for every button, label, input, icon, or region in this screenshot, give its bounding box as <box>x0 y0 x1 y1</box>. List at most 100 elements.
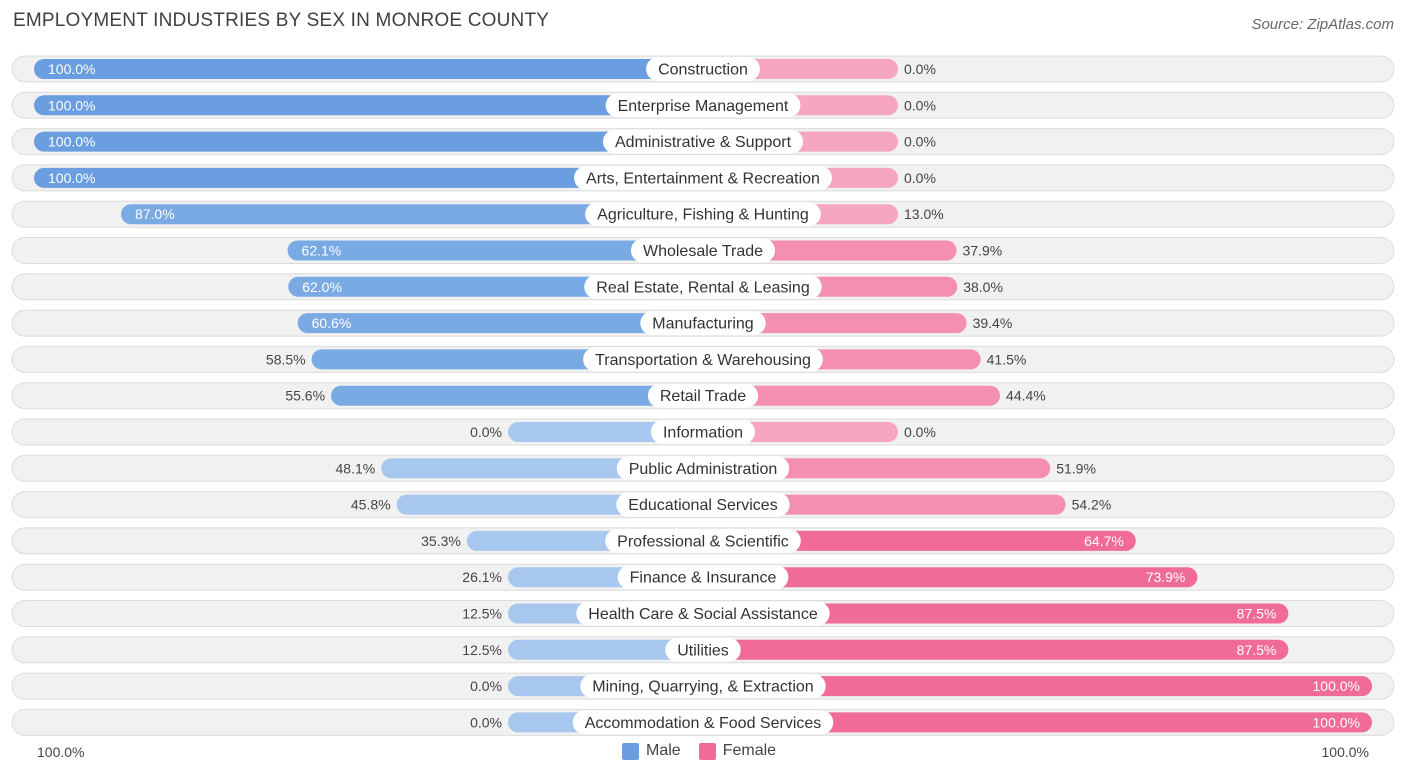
category-label: Educational Services <box>628 497 777 514</box>
male-bar <box>34 95 703 116</box>
female-value-label: 39.4% <box>973 315 1013 331</box>
female-value-label: 44.4% <box>1006 388 1046 404</box>
female-bar <box>703 603 1289 624</box>
chart-row: 60.6% 39.4% Manufacturing <box>11 309 1395 337</box>
category-label: Information <box>663 425 743 442</box>
category-label: Manufacturing <box>652 316 753 333</box>
category-pill <box>640 311 766 336</box>
male-value-label: 48.1% <box>336 460 376 476</box>
category-label: Finance & Insurance <box>630 570 777 587</box>
category-pill <box>583 347 823 372</box>
category-pill <box>646 57 760 81</box>
male-value-label: 60.6% <box>312 315 352 331</box>
male-bar <box>508 639 703 660</box>
chart-row: 100.0% 0.0% Administrative & Support <box>11 128 1395 156</box>
category-label: Agriculture, Fishing & Hunting <box>597 207 809 224</box>
male-value-label: 100.0% <box>48 61 95 77</box>
axis-left-label: 100.0% <box>37 744 85 760</box>
chart-row: 58.5% 41.5% Transportation & Warehousing <box>11 345 1395 373</box>
category-pill <box>630 238 776 263</box>
male-bar <box>120 204 704 225</box>
legend-swatch-female <box>698 742 716 760</box>
male-value-label: 100.0% <box>48 170 95 186</box>
chart-row: 62.0% 38.0% Real Estate, Rental & Leasing <box>11 273 1395 301</box>
category-label: Arts, Entertainment & Recreation <box>586 170 820 187</box>
chart-row: 55.6% 44.4% Retail Trade <box>11 382 1395 410</box>
female-value-label: 51.9% <box>1056 460 1096 476</box>
female-value-label: 87.5% <box>1237 642 1277 658</box>
category-pill <box>602 129 804 154</box>
male-bar <box>297 313 703 334</box>
male-bar <box>34 167 703 188</box>
category-pill <box>580 674 826 699</box>
category-label: Utilities <box>677 642 729 659</box>
female-bar <box>703 385 1001 406</box>
male-value-label: 0.0% <box>470 714 502 730</box>
category-pill <box>585 202 821 227</box>
chart-row: 100.0% 0.0% Arts, Entertainment & Recreati… <box>11 164 1395 192</box>
chart-row: 100.0% 0.0% Enterprise Management <box>11 91 1395 119</box>
chart-row: 0.0% 100.0% Mining, Quarrying, & Extractio… <box>11 672 1395 700</box>
male-value-label: 100.0% <box>48 134 95 150</box>
category-label: Enterprise Management <box>618 98 789 115</box>
male-value-label: 100.0% <box>48 97 95 113</box>
chart-row: 48.1% 51.9% Public Administration <box>11 454 1395 482</box>
male-value-label: 35.3% <box>421 533 461 549</box>
female-value-label: 54.2% <box>1072 497 1112 513</box>
legend-label-male: Male <box>646 742 681 759</box>
male-value-label: 26.1% <box>462 569 502 585</box>
category-label: Accommodation & Food Services <box>585 715 822 732</box>
male-value-label: 0.0% <box>470 678 502 694</box>
chart-row: 12.5% 87.5% Health Care & Social Assistanc… <box>11 600 1395 627</box>
chart-legend: Male Female <box>622 742 794 760</box>
male-bar <box>34 59 703 79</box>
category-pill <box>605 528 801 553</box>
chart-row: 62.1% 37.9% Wholesale Trade <box>11 237 1395 264</box>
female-bar <box>703 530 1136 551</box>
female-value-label: 41.5% <box>987 351 1027 367</box>
category-pill <box>574 165 832 190</box>
female-value-label: 0.0% <box>904 170 936 186</box>
category-pill <box>584 274 822 299</box>
category-pill <box>572 710 834 735</box>
female-bar <box>703 676 1372 697</box>
male-value-label: 55.6% <box>285 388 325 404</box>
male-bar <box>287 240 703 261</box>
chart-row: 45.8% 54.2% Educational Services <box>11 491 1395 519</box>
female-value-label: 64.7% <box>1084 533 1124 549</box>
axis-right-label: 100.0% <box>1321 744 1369 760</box>
female-bar <box>703 639 1289 660</box>
category-label: Health Care & Social Assistance <box>588 606 818 623</box>
male-value-label: 0.0% <box>470 424 502 440</box>
male-value-label: 58.5% <box>266 351 306 367</box>
female-bar <box>703 458 1051 479</box>
female-value-label: 100.0% <box>1313 678 1360 694</box>
male-bar <box>34 131 703 152</box>
female-value-label: 13.0% <box>904 206 944 222</box>
chart-title: EMPLOYMENT INDUSTRIES BY SEX IN MONROE C… <box>13 10 550 31</box>
category-label: Real Estate, Rental & Leasing <box>596 279 809 296</box>
category-label: Wholesale Trade <box>643 243 763 260</box>
legend-label-female: Female <box>722 742 777 759</box>
category-label: Mining, Quarrying, & Extraction <box>592 679 813 696</box>
category-label: Public Administration <box>629 461 778 478</box>
chart-row: 35.3% 64.7% Professional & Scientific <box>11 527 1395 555</box>
category-pill <box>647 383 759 408</box>
male-bar <box>331 385 703 406</box>
female-value-label: 0.0% <box>904 134 936 150</box>
chart-row: 87.0% 13.0% Agriculture, Fishing & Hunting <box>11 200 1395 228</box>
category-pill <box>616 492 790 517</box>
female-value-label: 0.0% <box>904 61 936 77</box>
category-label: Transportation & Warehousing <box>595 352 811 369</box>
category-label: Construction <box>658 62 748 79</box>
chart-row: 26.1% 73.9% Finance & Insurance <box>11 563 1395 591</box>
category-pill <box>617 565 789 590</box>
category-label: Administrative & Support <box>615 134 792 151</box>
female-value-label: 0.0% <box>904 97 936 113</box>
female-bar <box>703 712 1372 733</box>
female-value-label: 0.0% <box>904 424 936 440</box>
female-value-label: 100.0% <box>1313 714 1360 730</box>
female-value-label: 38.0% <box>963 279 1003 295</box>
category-label: Professional & Scientific <box>617 533 789 550</box>
legend-item-female: Female <box>698 742 777 760</box>
